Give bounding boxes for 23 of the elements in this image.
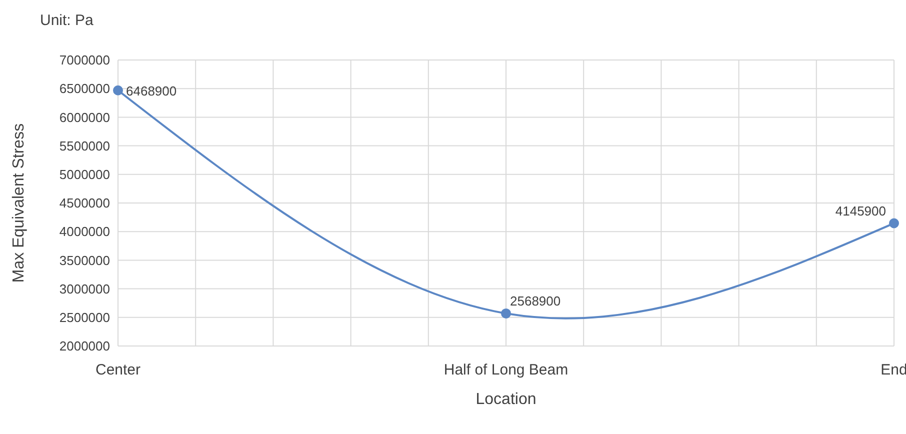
x-tick-label: End <box>880 362 906 379</box>
x-axis-title: Location <box>476 391 536 408</box>
chart-title: Unit: Pa <box>40 12 94 29</box>
y-tick-label: 3500000 <box>59 252 110 268</box>
point <box>501 308 511 318</box>
data-label: 6468900 <box>126 83 177 98</box>
y-tick-label: 3000000 <box>59 281 110 296</box>
y-tick-label: 5000000 <box>59 167 110 182</box>
data-label: 4145900 <box>835 203 886 218</box>
y-tick-label: 6500000 <box>59 81 110 96</box>
x-tick-label: Half of Long Beam <box>444 362 568 379</box>
data-label: 2568900 <box>510 293 561 308</box>
y-tick-label: 6000000 <box>59 110 110 125</box>
y-tick-label: 2500000 <box>59 310 110 326</box>
x-tick-label: Center <box>95 362 141 379</box>
y-tick-label: 5500000 <box>59 138 110 154</box>
y-axis-title: Max Equivalent Stress <box>10 123 28 283</box>
y-tick-label: 4000000 <box>59 224 110 240</box>
y-tick-label: 7000000 <box>59 52 110 68</box>
y-tick-label: 2000000 <box>59 338 110 354</box>
y-tick-label: 4500000 <box>59 196 110 211</box>
point <box>889 218 899 228</box>
point <box>113 85 123 96</box>
